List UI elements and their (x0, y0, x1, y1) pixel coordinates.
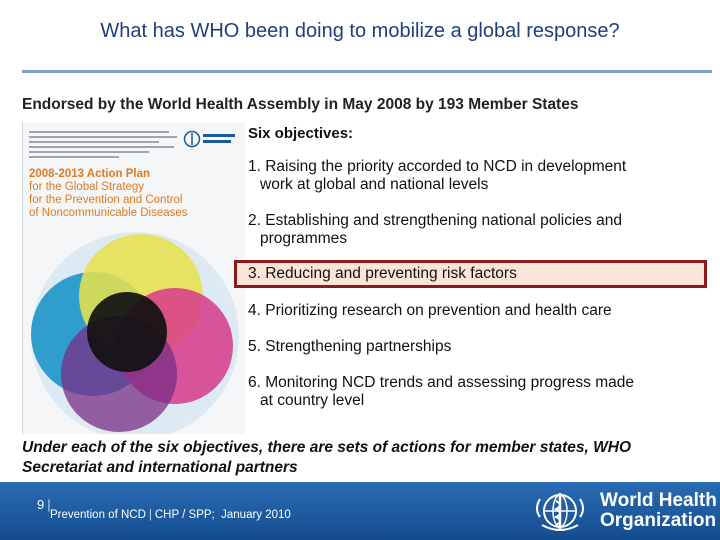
cover-blurb-text (29, 128, 179, 170)
cover-title-line2: for the Global Strategy (29, 181, 145, 193)
objective-2-line1: 2. Establishing and strengthening nation… (248, 212, 622, 229)
footer-separator-2: | (148, 509, 152, 521)
objective-1-line2: work at global and national levels (260, 176, 489, 193)
objective-1-line1: 1. Raising the priority accorded to NCD … (248, 158, 627, 175)
who-wordmark-line2: Organization (600, 510, 717, 531)
objective-6-line2: at country level (260, 392, 365, 409)
objective-5: 5. Strengthening partnerships (248, 338, 698, 356)
who-wordmark: World Health Organization (600, 491, 717, 531)
page-number: 9 (37, 497, 45, 512)
objective-1: 1. Raising the priority accorded to NCD … (248, 158, 698, 194)
cover-title-line4: of Noncommunicable Diseases (29, 207, 188, 219)
objective-6: 6. Monitoring NCD trends and assessing p… (248, 374, 698, 410)
title-divider (22, 70, 712, 73)
objective-2-line2: programmes (260, 230, 347, 247)
venn-diagram-graphic (31, 232, 239, 434)
who-logo-icon (536, 493, 584, 531)
action-plan-cover: 2008-2013 Action Plan for the Global Str… (22, 122, 245, 434)
slide-title: What has WHO been doing to mobilize a gl… (100, 20, 620, 42)
objective-2: 2. Establishing and strengthening nation… (248, 212, 698, 248)
footer-text: Prevention of NCD (50, 509, 146, 521)
objective-6-line1: 6. Monitoring NCD trends and assessing p… (248, 374, 634, 391)
endorsement-heading: Endorsed by the World Health Assembly in… (22, 96, 579, 113)
objective-4: 4. Prioritizing research on prevention a… (248, 302, 698, 320)
who-emblem-icon (183, 130, 235, 148)
cover-title: 2008-2013 Action Plan for the Global Str… (29, 168, 244, 220)
footer-date: January 2010 (221, 509, 291, 521)
footer-separator: | (47, 497, 51, 512)
cover-title-line1: 2008-2013 Action Plan (29, 168, 151, 180)
page-number-area: 9 | (37, 497, 54, 512)
who-wordmark-line1: World Health (600, 490, 717, 511)
footer-bar (0, 482, 720, 540)
objective-3-line1: 3. Reducing and preventing risk factors (248, 265, 517, 282)
objective-3: 3. Reducing and preventing risk factors (248, 265, 698, 283)
footer-text-2: CHP / SPP; (154, 509, 215, 521)
cover-title-line3: for the Prevention and Control (29, 194, 183, 206)
six-objectives-label: Six objectives: (248, 125, 354, 142)
objective-4-line1: 4. Prioritizing research on prevention a… (248, 302, 612, 319)
objective-5-line1: 5. Strengthening partnerships (248, 338, 452, 355)
footer-line: Prevention of NCD | CHP / SPP; January 201… (50, 509, 291, 521)
actions-note: Under each of the six objectives, there … (22, 439, 631, 476)
objective-3-highlight (234, 260, 707, 288)
